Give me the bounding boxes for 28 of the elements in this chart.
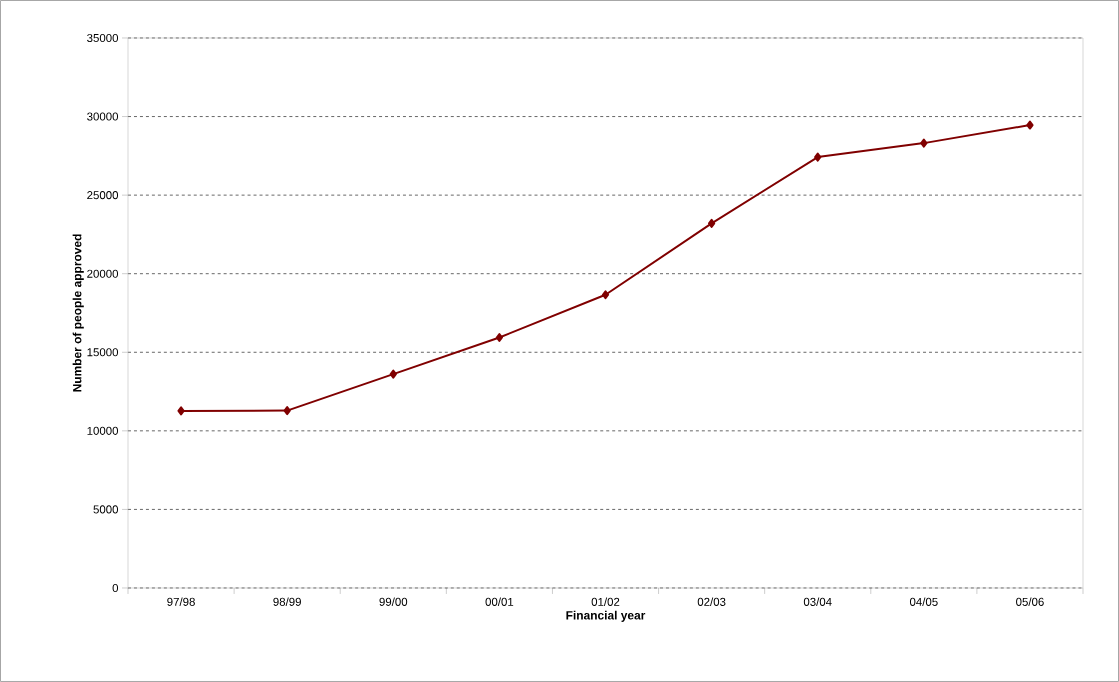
- point: [601, 290, 610, 300]
- y-tick-label: 0: [112, 583, 119, 593]
- point: [389, 369, 397, 379]
- y-tick-label: 5000: [93, 505, 119, 514]
- x-tick-label: 00/01: [485, 597, 514, 606]
- point: [1026, 120, 1034, 130]
- x-tick-label: 05/06: [1016, 597, 1044, 606]
- x-tick-label: 99/00: [379, 597, 408, 606]
- point: [283, 406, 291, 416]
- x-tick-label: 98/99: [273, 597, 301, 606]
- y-tick-label: 35000: [87, 33, 119, 43]
- point: [920, 138, 928, 148]
- y-tick-label: 10000: [87, 426, 119, 435]
- x-tick-label: 97/98: [167, 597, 195, 606]
- point: [177, 406, 185, 416]
- y-axis-title: Number of people approved: [72, 234, 84, 392]
- point: [814, 152, 822, 162]
- point: [495, 333, 504, 342]
- x-tick-label: 03/04: [803, 597, 832, 606]
- x-axis-title: Financial year: [566, 610, 646, 622]
- x-tick-label: 02/03: [697, 597, 726, 606]
- y-tick-label: 30000: [87, 112, 119, 121]
- x-tick-label: 01/02: [591, 597, 620, 606]
- point: [707, 218, 716, 228]
- y-tick-label: 20000: [87, 269, 119, 278]
- x-tick-label: 04/05: [909, 597, 938, 606]
- y-tick-label: 25000: [87, 191, 119, 200]
- y-tick-label: 15000: [87, 348, 119, 357]
